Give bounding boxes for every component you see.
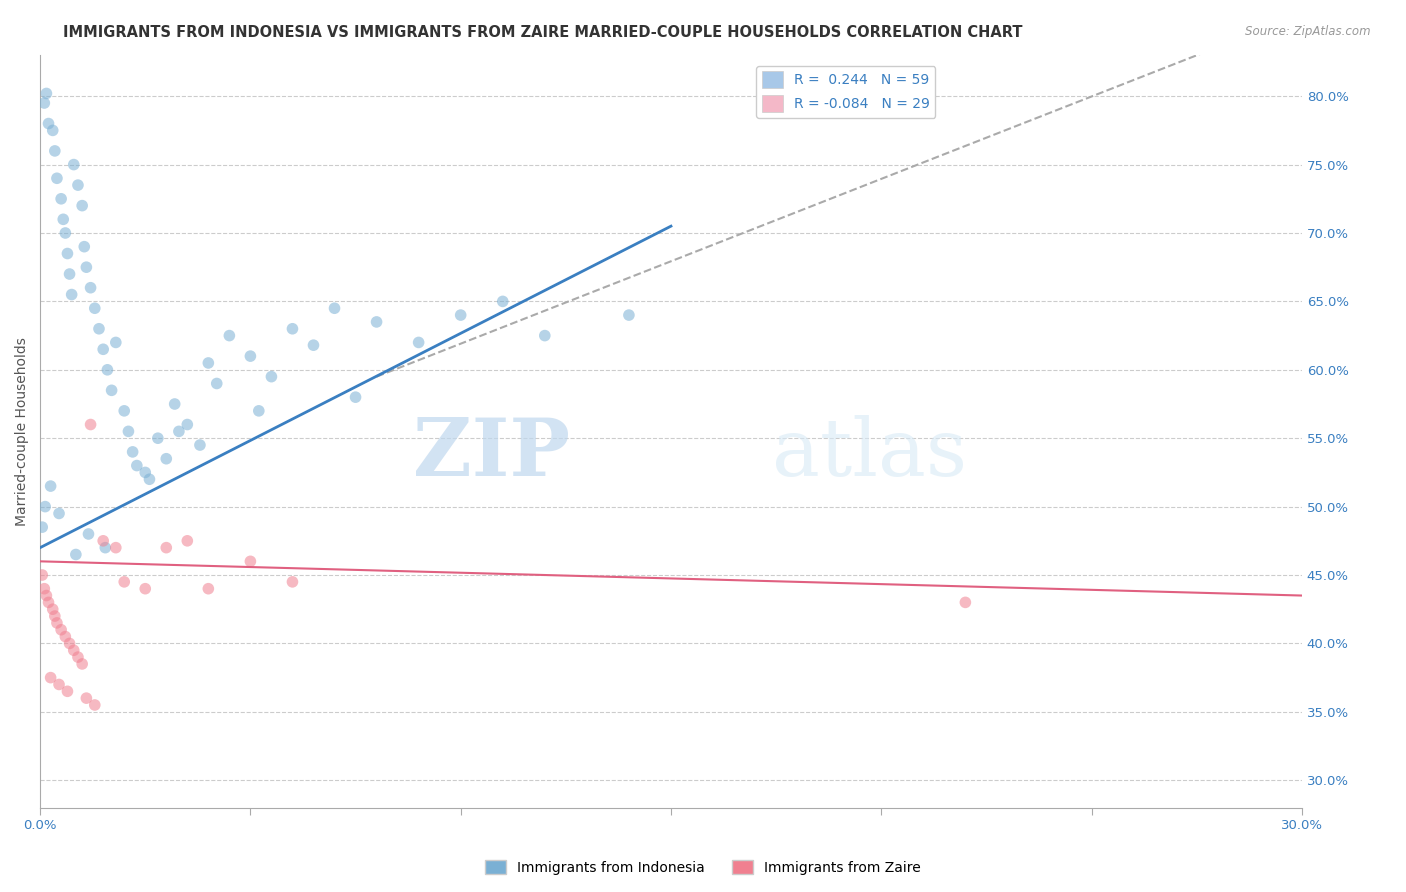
Point: [62, 158, 84, 172]
Text: ZIP: ZIP: [413, 415, 569, 493]
Point: [53, 226, 76, 240]
Point: [83, 698, 105, 712]
Point: [155, 451, 177, 466]
Point: [52, 212, 75, 227]
Point: [91, 343, 114, 357]
Y-axis label: Married-couple Households: Married-couple Households: [15, 337, 30, 525]
Point: [617, 308, 640, 322]
Point: [34, 500, 56, 514]
Point: [60, 287, 83, 301]
Point: [104, 541, 127, 555]
Point: [344, 390, 367, 404]
Point: [48, 507, 70, 521]
Point: [260, 369, 283, 384]
Point: [155, 541, 177, 555]
Point: [42, 602, 65, 616]
Point: [79, 417, 101, 432]
Point: [450, 308, 472, 322]
Point: [48, 677, 70, 691]
Point: [45, 171, 67, 186]
Point: [66, 178, 89, 193]
Point: [104, 335, 127, 350]
Point: [83, 301, 105, 316]
Point: [239, 554, 262, 568]
Point: [205, 376, 228, 391]
Point: [247, 404, 270, 418]
Point: [35, 589, 58, 603]
Point: [65, 548, 87, 562]
Point: [49, 623, 72, 637]
Point: [96, 363, 118, 377]
Point: [53, 630, 76, 644]
Point: [408, 335, 430, 350]
Point: [70, 657, 93, 671]
Text: IMMIGRANTS FROM INDONESIA VS IMMIGRANTS FROM ZAIRE MARRIED-COUPLE HOUSEHOLDS COR: IMMIGRANTS FROM INDONESIA VS IMMIGRANTS …: [63, 25, 1022, 40]
Point: [94, 541, 117, 555]
Point: [38, 117, 60, 131]
Point: [45, 615, 67, 630]
Point: [39, 479, 62, 493]
Point: [302, 338, 325, 352]
Point: [366, 315, 388, 329]
Point: [87, 322, 110, 336]
Point: [79, 281, 101, 295]
Point: [58, 636, 80, 650]
Point: [117, 425, 139, 439]
Point: [62, 643, 84, 657]
Point: [75, 691, 97, 706]
Point: [281, 574, 304, 589]
Point: [134, 582, 156, 596]
Point: [77, 527, 100, 541]
Point: [533, 328, 555, 343]
Point: [38, 595, 60, 609]
Text: atlas: atlas: [772, 415, 967, 493]
Point: [100, 384, 122, 398]
Point: [56, 246, 79, 260]
Point: [75, 260, 97, 275]
Point: [66, 650, 89, 665]
Point: [138, 472, 160, 486]
Point: [134, 466, 156, 480]
Point: [197, 582, 219, 596]
Point: [44, 609, 66, 624]
Point: [112, 574, 135, 589]
Point: [31, 520, 53, 534]
Point: [281, 322, 304, 336]
Point: [58, 267, 80, 281]
Point: [35, 87, 58, 101]
Point: [218, 328, 240, 343]
Point: [70, 199, 93, 213]
Point: [197, 356, 219, 370]
Point: [176, 417, 198, 432]
Point: [167, 425, 190, 439]
Point: [44, 144, 66, 158]
Point: [49, 192, 72, 206]
Point: [112, 404, 135, 418]
Point: [955, 595, 977, 609]
Legend: Immigrants from Indonesia, Immigrants from Zaire: Immigrants from Indonesia, Immigrants fr…: [479, 855, 927, 880]
Point: [91, 533, 114, 548]
Point: [39, 671, 62, 685]
Point: [34, 582, 56, 596]
Legend: R =  0.244   N = 59, R = -0.084   N = 29: R = 0.244 N = 59, R = -0.084 N = 29: [756, 66, 935, 118]
Point: [176, 533, 198, 548]
Point: [34, 95, 56, 110]
Point: [146, 431, 169, 445]
Point: [121, 445, 143, 459]
Point: [56, 684, 79, 698]
Point: [73, 240, 96, 254]
Point: [492, 294, 515, 309]
Point: [239, 349, 262, 363]
Point: [42, 123, 65, 137]
Text: Source: ZipAtlas.com: Source: ZipAtlas.com: [1246, 25, 1371, 38]
Point: [188, 438, 211, 452]
Point: [163, 397, 186, 411]
Point: [31, 568, 53, 582]
Point: [125, 458, 148, 473]
Point: [323, 301, 346, 316]
